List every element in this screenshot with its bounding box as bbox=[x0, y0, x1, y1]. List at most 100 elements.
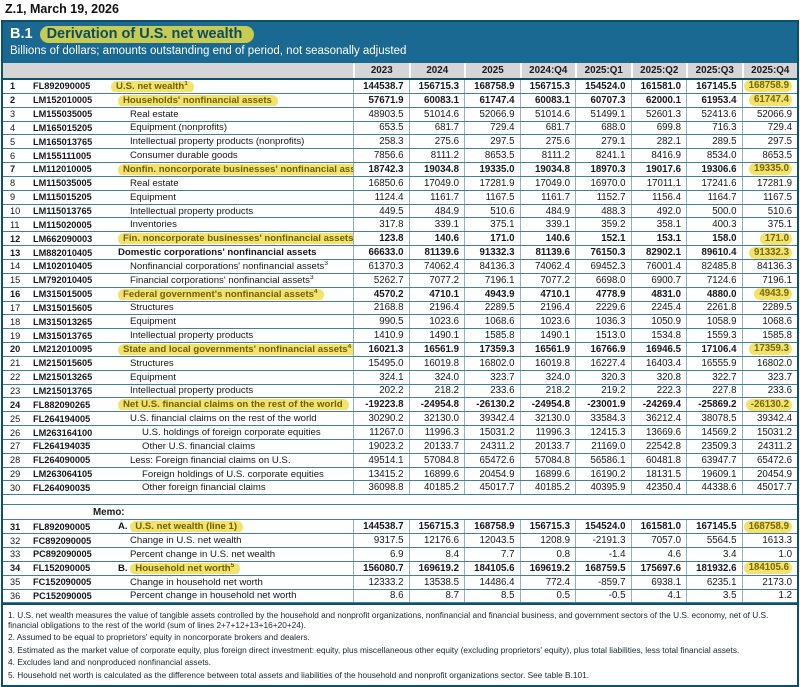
table-row: 6 LM155111005 Consumer durable goods 7856.6… bbox=[3, 149, 797, 164]
value-cell: 323.7 bbox=[464, 370, 520, 384]
value-cell: 7196.1 bbox=[741, 273, 798, 287]
row-label: Change in household net worth bbox=[111, 577, 353, 588]
series-code: FL882090265 bbox=[33, 399, 91, 410]
value-cell: 14486.4 bbox=[464, 575, 520, 589]
value-cell: 17106.4 bbox=[686, 343, 742, 356]
table-row: 3 LM155035005 Real estate 48903.5 51014.6 520… bbox=[3, 107, 797, 122]
value-cell: 156715.3 bbox=[519, 520, 576, 534]
highlighted-value: 17359.3 bbox=[748, 343, 792, 356]
value-cell: 39342.4 bbox=[464, 412, 520, 426]
value-cell: 9317.5 bbox=[353, 534, 409, 547]
row-label: Nonfin. noncorporate businesses' nonfina… bbox=[111, 163, 353, 175]
value-cell: 1023.6 bbox=[408, 315, 465, 329]
table-row: 31 FL892090005 A. U.S. net wealth (line 1)… bbox=[3, 520, 797, 535]
value-cell: 74062.4 bbox=[519, 259, 576, 273]
value-cell: 19306.6 bbox=[686, 163, 742, 176]
value-cell: 12415.3 bbox=[575, 426, 631, 439]
table-row: 24 FL882090265 Net U.S. financial claims o… bbox=[3, 398, 797, 413]
row-label-prefix: A. bbox=[118, 521, 131, 533]
row-label: U.S. holdings of foreign corporate equit… bbox=[111, 427, 353, 438]
value-cell: 156715.3 bbox=[408, 80, 465, 93]
value-cell: 52413.6 bbox=[686, 107, 742, 121]
value-cell: 16561.9 bbox=[519, 343, 576, 356]
line-number: 21 bbox=[10, 358, 21, 369]
value-cell: 16766.9 bbox=[575, 343, 631, 356]
value-cell: 56586.1 bbox=[575, 453, 631, 467]
value-cell: 17281.9 bbox=[741, 176, 798, 190]
value-cell: 16850.6 bbox=[353, 176, 409, 190]
column-header: 2024:Q4 bbox=[519, 63, 575, 78]
row-label: Other U.S. financial claims bbox=[111, 441, 353, 452]
value-cell: 91332.3 bbox=[741, 246, 798, 259]
value-cell: 51499.1 bbox=[575, 107, 631, 121]
row-label-text: Structures bbox=[130, 302, 174, 314]
value-cell: 169619.2 bbox=[408, 561, 465, 575]
value-cell: 19017.6 bbox=[630, 163, 687, 176]
series-code: LM315015005 bbox=[33, 289, 93, 300]
value-cell: 16561.9 bbox=[408, 343, 465, 356]
footnote: 1. U.S. net wealth measures the value of… bbox=[8, 609, 769, 630]
value-cell: 1490.1 bbox=[408, 329, 465, 343]
row-label: Real estate bbox=[111, 109, 353, 120]
line-number: 33 bbox=[10, 549, 21, 560]
row-label-text: Fin. noncorporate businesses' nonfinanci… bbox=[118, 233, 353, 245]
table-header-row: 2023 2024 2025 2024:Q4 2025:Q1 2025:Q2 2025:Q3… bbox=[3, 63, 797, 80]
column-header: 2025 bbox=[464, 63, 520, 78]
blank-row bbox=[3, 495, 797, 506]
line-number: 11 bbox=[10, 219, 20, 230]
value-cell: 681.7 bbox=[519, 121, 576, 135]
value-cell: 358.1 bbox=[630, 218, 687, 232]
value-cell: 1.0 bbox=[741, 548, 798, 561]
highlighted-value: 184105.6 bbox=[743, 562, 792, 575]
value-cell: 154524.0 bbox=[575, 520, 631, 534]
value-cell: 339.1 bbox=[519, 218, 576, 232]
value-cell: 169619.2 bbox=[519, 561, 576, 575]
value-cell: 359.2 bbox=[575, 218, 631, 232]
series-code: LM115035005 bbox=[33, 178, 92, 189]
row-label-text: Nonfinancial corporations' nonfinancial … bbox=[130, 260, 328, 272]
value-cell: 69452.3 bbox=[575, 259, 631, 273]
line-number: 20 bbox=[10, 344, 21, 355]
row-label: Nonfinancial corporations' nonfinancial … bbox=[111, 261, 353, 272]
value-cell: 258.3 bbox=[353, 135, 409, 149]
value-cell: 322.7 bbox=[686, 370, 742, 384]
value-cell: 52066.9 bbox=[464, 107, 520, 121]
value-cell: 16227.4 bbox=[575, 356, 631, 370]
value-cell: 52601.3 bbox=[630, 107, 687, 121]
value-cell: 2196.4 bbox=[408, 301, 465, 315]
value-cell: 20454.9 bbox=[464, 467, 520, 481]
line-number: 25 bbox=[10, 413, 21, 424]
value-cell: -0.5 bbox=[575, 589, 631, 603]
value-cell: 21169.0 bbox=[575, 439, 631, 453]
value-cell: 184105.6 bbox=[464, 561, 520, 575]
value-cell: 19609.1 bbox=[686, 467, 742, 481]
value-cell: 16403.4 bbox=[630, 356, 687, 370]
series-code: LM263164100 bbox=[33, 427, 93, 438]
row-label-text: Real estate bbox=[130, 177, 179, 189]
highlighted-value: 61747.4 bbox=[748, 94, 792, 107]
value-cell: 772.4 bbox=[519, 575, 576, 589]
table-row: 26 LM263164100 U.S. holdings of foreign co… bbox=[3, 426, 797, 440]
value-cell: 218.2 bbox=[519, 384, 576, 398]
table-row: 22 LM215013265 Equipment 324.1 324.0 323.7 324… bbox=[3, 370, 797, 385]
value-cell: 4.6 bbox=[630, 548, 687, 561]
value-cell: 49514.1 bbox=[353, 453, 409, 467]
series-code: LM152010005 bbox=[33, 95, 93, 106]
value-cell: 488.3 bbox=[575, 204, 631, 218]
value-cell: -23001.9 bbox=[575, 398, 631, 412]
value-cell: 202.2 bbox=[353, 384, 409, 398]
value-cell: -25869.2 bbox=[686, 398, 742, 412]
value-cell: 7124.6 bbox=[686, 273, 742, 287]
value-cell: 171.0 bbox=[464, 232, 520, 246]
value-cell: 6900.7 bbox=[630, 273, 687, 287]
series-code: LM315013265 bbox=[33, 316, 93, 327]
table-row: 25 FL264194005 U.S. financial claims on th… bbox=[3, 412, 797, 427]
row-label: Change in U.S. net wealth bbox=[111, 535, 353, 546]
value-cell: 19335.0 bbox=[741, 163, 798, 176]
row-label: A. U.S. net wealth (line 1) bbox=[111, 521, 353, 533]
line-number: 29 bbox=[10, 469, 21, 480]
value-cell: 168758.9 bbox=[464, 80, 520, 93]
series-code: LM215013765 bbox=[33, 385, 93, 396]
series-code: LM102010405 bbox=[33, 261, 93, 272]
value-cell: 1167.5 bbox=[464, 190, 520, 204]
